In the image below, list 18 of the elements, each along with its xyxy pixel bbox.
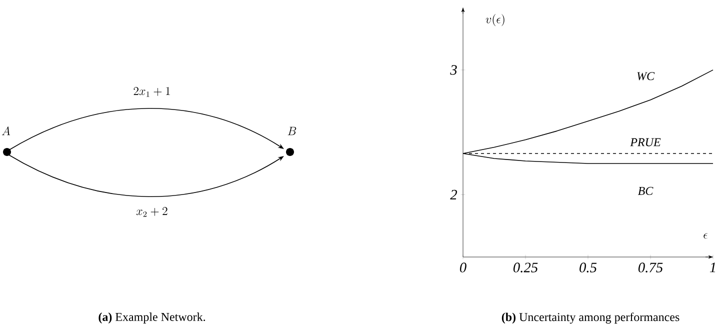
text: $A$ [2, 126, 10, 136]
text: $x_2+2$ [136, 206, 168, 217]
series-label: PRUE [630, 138, 661, 146]
y-axis-title: $v(\epsilon)$ [486, 14, 504, 26]
text: (a) Example Network. [98, 312, 206, 324]
y-tick-label: 3 [450, 65, 457, 75]
text: (b) Uncertainty among performances [502, 312, 680, 324]
x-tick-label: 0.5 [580, 262, 597, 272]
x-axis-title: $\epsilon$ [704, 233, 708, 239]
text: $B$ [288, 126, 296, 136]
series-label: BC [638, 186, 654, 195]
y-tick-label: 2 [450, 190, 458, 200]
x-tick-label: 0.25 [513, 262, 538, 272]
series-label: WC [637, 72, 655, 80]
text: $2x_1+1$ [134, 86, 170, 97]
x-tick-label: 1 [710, 262, 716, 272]
x-tick-label: 0.75 [638, 262, 663, 272]
x-tick-label: 0 [460, 262, 466, 272]
